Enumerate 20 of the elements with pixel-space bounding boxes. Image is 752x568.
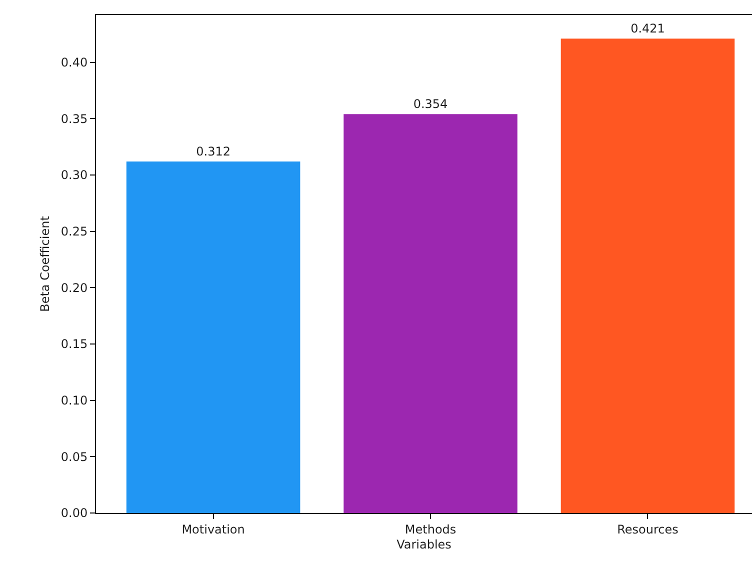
bar [560,38,735,513]
bar [344,114,518,513]
bar [126,161,300,513]
y-tick-label: 0.30 [60,168,88,182]
y-tick-label: 0.15 [60,337,88,352]
y-tick-label: 0.00 [60,506,88,520]
y-tick-label: 0.40 [60,56,88,70]
data-label: 0.354 [413,97,448,112]
y-tick-label: 0.10 [60,394,88,408]
data-label: 0.312 [196,144,230,158]
y-tick-label: 0.05 [60,450,88,464]
x-tick-label: Resources [617,522,678,536]
x-tick-label: Methods [404,522,456,536]
y-tick-label: 0.20 [60,280,88,295]
data-label: 0.421 [630,22,665,36]
x-tick-label: Motivation [182,522,245,536]
y-tick-label: 0.35 [60,112,88,126]
y-tick-label: 0.25 [60,224,88,239]
x-axis-title: Variables [396,537,452,552]
y-axis-title: Beta Coefficient [38,216,52,312]
